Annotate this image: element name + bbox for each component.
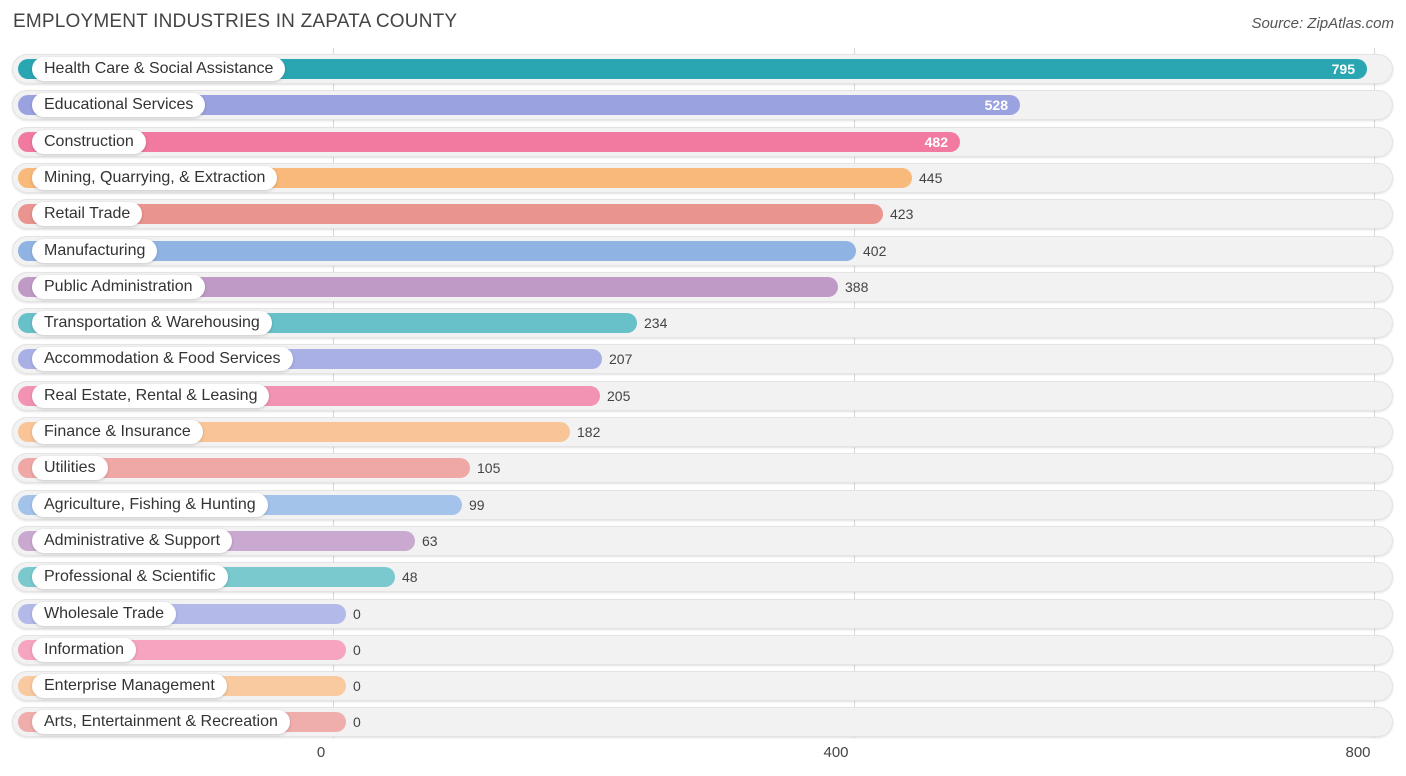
category-label: Arts, Entertainment & Recreation — [32, 710, 290, 734]
value-label: 528 — [984, 97, 1008, 113]
value-label: 445 — [919, 170, 943, 186]
x-tick-label: 800 — [1345, 744, 1371, 761]
category-label: Public Administration — [32, 275, 205, 299]
value-label: 482 — [924, 134, 948, 150]
category-label: Utilities — [32, 456, 108, 480]
x-tick-label: 0 — [316, 744, 326, 761]
category-label: Wholesale Trade — [32, 602, 177, 626]
bar[interactable] — [18, 95, 1020, 115]
source-note: Source: ZipAtlas.com — [1251, 15, 1394, 32]
bar[interactable] — [18, 241, 856, 261]
category-label: Educational Services — [32, 93, 206, 117]
value-label: 182 — [577, 424, 601, 440]
value-label: 99 — [469, 497, 485, 513]
value-label: 234 — [644, 315, 668, 331]
category-label: Enterprise Management — [32, 674, 227, 698]
value-label: 388 — [845, 279, 869, 295]
value-label: 48 — [402, 569, 418, 585]
category-label: Professional & Scientific — [32, 565, 228, 589]
category-label: Mining, Quarrying, & Extraction — [32, 166, 278, 190]
category-label: Retail Trade — [32, 202, 143, 226]
chart-title: EMPLOYMENT INDUSTRIES IN ZAPATA COUNTY — [13, 11, 458, 32]
bar[interactable] — [18, 277, 838, 297]
category-label: Real Estate, Rental & Leasing — [32, 384, 270, 408]
category-label: Information — [32, 638, 137, 662]
x-tick-label: 400 — [823, 744, 849, 761]
category-label: Transportation & Warehousing — [32, 311, 272, 335]
category-label: Accommodation & Food Services — [32, 347, 293, 371]
category-label: Manufacturing — [32, 239, 158, 263]
value-label: 0 — [353, 678, 361, 694]
value-label: 63 — [422, 533, 438, 549]
category-label: Agriculture, Fishing & Hunting — [32, 493, 268, 517]
value-label: 0 — [353, 642, 361, 658]
bar[interactable] — [18, 59, 1367, 79]
value-label: 105 — [477, 460, 501, 476]
value-label: 795 — [1331, 61, 1355, 77]
value-label: 402 — [863, 243, 887, 259]
value-label: 423 — [890, 206, 914, 222]
category-label: Health Care & Social Assistance — [32, 57, 286, 81]
value-label: 207 — [609, 351, 633, 367]
bar[interactable] — [18, 204, 883, 224]
category-label: Construction — [32, 130, 146, 154]
value-label: 205 — [607, 388, 631, 404]
bar[interactable] — [18, 458, 470, 478]
bar[interactable] — [18, 132, 960, 152]
value-label: 0 — [353, 606, 361, 622]
category-label: Administrative & Support — [32, 529, 233, 553]
value-label: 0 — [353, 714, 361, 730]
category-label: Finance & Insurance — [32, 420, 203, 444]
